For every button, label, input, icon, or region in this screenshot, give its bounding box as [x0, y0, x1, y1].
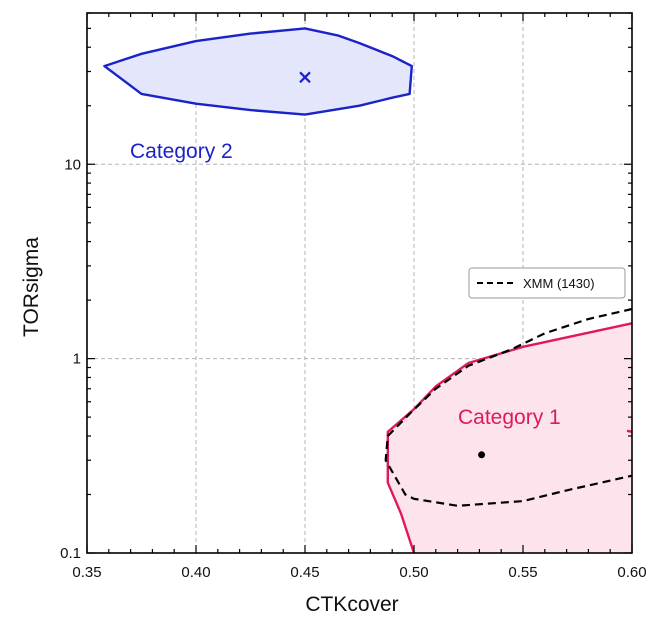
legend-label-xmm: XMM (1430) [523, 276, 595, 291]
region-markers [299, 71, 486, 459]
x-tick-label: 0.55 [508, 564, 537, 581]
category-1-center-marker [478, 451, 486, 459]
y-axis-label: TORsigma [20, 237, 43, 337]
x-tick-label: 0.50 [399, 564, 428, 581]
plot-frame [86, 12, 633, 554]
y-tick-label: 10 [64, 156, 81, 173]
category-2-center-marker [299, 71, 311, 84]
y-tick-label: 1 [73, 351, 81, 368]
legend-box [468, 267, 626, 299]
category-1-contour-edge [626, 429, 633, 434]
y-tick-labels: 0.1 1 10 [60, 156, 81, 562]
xmm-contour [384, 307, 633, 507]
x-tick-label: 0.45 [290, 564, 319, 581]
x-tick-labels: 0.35 0.40 0.45 0.50 0.55 0.60 [72, 564, 646, 581]
x-axis-label: CTKcover [305, 593, 398, 616]
category-2-contour [103, 27, 413, 116]
y-tick-label: 0.1 [60, 545, 81, 562]
legend: XMM (1430) [468, 267, 626, 299]
axis-ticks [86, 12, 633, 554]
category-2-label: Category 2 [130, 140, 233, 163]
contour-series [384, 307, 633, 507]
x-tick-label: 0.35 [72, 564, 101, 581]
x-tick-label: 0.40 [181, 564, 210, 581]
x-tick-label: 0.60 [617, 564, 646, 581]
category-1-label: Category 1 [458, 406, 561, 429]
